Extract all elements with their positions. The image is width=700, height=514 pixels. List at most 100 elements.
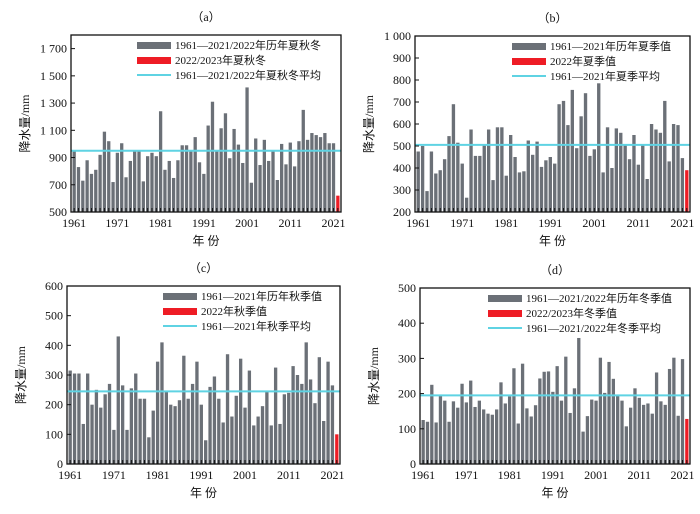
bar-1999 [234,395,238,464]
bar-2010 [633,388,637,464]
bar-1965 [438,395,443,464]
bar-1975 [133,150,137,212]
x-tick-label: 1991 [541,468,565,482]
bar-1964 [85,160,89,212]
bar-1971 [464,402,469,464]
bar-2016 [310,133,314,212]
bar-1985 [522,171,526,212]
bar-1976 [137,151,141,212]
bar-2014 [301,109,305,212]
bar-1998 [579,116,583,212]
bar-1968 [447,136,451,212]
bar-1984 [520,363,525,464]
chart-title: （c） [189,261,218,275]
y-tick-label: 100 [398,422,416,436]
bar-2009 [278,423,282,464]
y-axis-label: 降水量/mm [18,94,32,153]
y-tick-label: 900 [49,151,67,165]
bar-2014 [300,383,304,464]
bar-2010 [282,394,287,464]
bar-1989 [190,383,195,464]
bar-1986 [180,145,184,212]
bar-1979 [147,437,151,464]
y-axis-label: 降水量/mm [367,346,381,405]
bar-2007 [620,400,624,464]
bar-1974 [477,400,481,464]
bar-2012 [292,166,297,212]
bar-2006 [267,160,271,212]
bar-1987 [533,405,538,464]
chart-title: （d） [540,263,570,277]
bar-1976 [482,144,486,212]
bar-1988 [538,378,542,464]
bar-1993 [559,400,564,464]
y-tick-label: 0 [57,457,63,471]
bar-1994 [215,151,219,212]
bar-1977 [486,129,491,212]
bar-2021 [680,158,685,212]
legend-swatch-historical [512,43,546,50]
bar-2000 [241,162,245,212]
y-tick-label: 500 [393,139,411,153]
bar-1981 [158,111,163,212]
bar-2001 [243,407,247,464]
bar-1982 [512,368,516,464]
plot-frame [419,287,691,465]
x-tick-label: 2021 [670,216,694,230]
bar-1980 [503,403,507,464]
y-tick-label: 1 300 [40,96,67,110]
bar-1994 [564,356,568,464]
x-tick-label: 2011 [628,468,652,482]
bar-1997 [228,158,232,212]
bar-1991 [548,157,552,212]
bar-1966 [443,400,447,464]
bar-1973 [469,129,473,212]
bar-1990 [546,371,551,464]
bar-2020 [676,415,680,464]
bar-1997 [577,337,581,464]
bar-1964 [434,422,438,464]
legend-label-historical: 1961—2021年历年秋季值 [201,289,322,303]
y-tick-label: 200 [398,387,416,401]
x-tick-label: 1971 [450,216,474,230]
bar-1996 [570,89,574,212]
bar-1992 [206,125,210,212]
bar-1985 [176,160,180,212]
bar-2004 [607,361,611,464]
bar-2016 [658,132,663,212]
x-tick-label: 1971 [102,468,126,482]
bar-2001 [245,87,249,212]
legend-swatch-historical [163,293,197,300]
bar-2006 [265,391,269,464]
legend-label-average: 1961—2021年夏季平均 [550,69,660,83]
bar-2015 [305,139,310,212]
bar-2005 [611,378,615,464]
bar-1966 [438,170,442,212]
bar-1972 [464,197,469,212]
y-tick-label: 1 000 [384,29,411,43]
bar-1977 [138,398,142,464]
bar-1986 [177,400,182,464]
bar-1979 [495,127,500,212]
bar-2019 [672,357,676,464]
bar-1975 [482,409,486,464]
x-axis-label: 年 份 [192,234,219,248]
bar-1978 [142,398,147,464]
bar-1971 [460,163,464,212]
legend-label-average: 1961—2021/2022年夏秋冬平均 [175,68,321,82]
bar-1963 [81,180,85,212]
legend-label-current: 2022/2023年冬季值 [526,306,617,320]
bar-2002 [597,83,601,212]
bar-2022-highlight [335,434,339,464]
bar-1963 [77,373,81,464]
legend-swatch-current [488,310,522,317]
x-axis-label: 年 份 [541,486,568,500]
bar-1991 [199,404,203,464]
y-tick-label: 1 100 [40,123,67,137]
bar-1961 [72,150,76,212]
bar-2014 [650,413,654,464]
bar-1997 [225,354,230,464]
bar-2006 [614,128,619,212]
chart-panel-a: （a） 500 700 900 1 100 1 300 1 500 1 700 1961 1971… [0,0,350,254]
x-tick-label: 1981 [146,468,170,482]
